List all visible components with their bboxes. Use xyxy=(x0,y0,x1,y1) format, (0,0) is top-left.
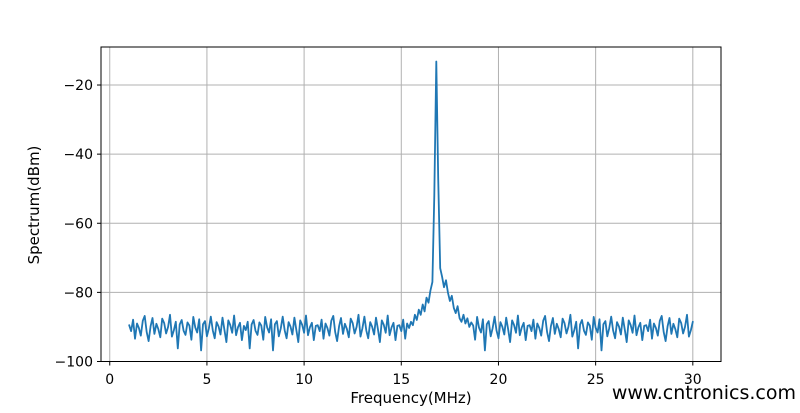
x-axis-label: Frequency(MHz) xyxy=(350,389,471,407)
x-tick-label: 20 xyxy=(490,372,508,388)
axes-box xyxy=(100,46,722,362)
spectrum-trace xyxy=(128,60,694,352)
y-tick-label: −100 xyxy=(55,355,93,371)
y-tick-label: −60 xyxy=(63,216,93,232)
x-tick-label: 25 xyxy=(587,372,605,388)
plot-area: 0 5 10 15 20 25 30 −100 −80 −60 −40 −20 xyxy=(55,46,722,388)
x-tick-label: 0 xyxy=(105,372,114,388)
x-tick-label: 15 xyxy=(392,372,410,388)
x-tick-label: 10 xyxy=(295,372,313,388)
x-tick-label: 30 xyxy=(684,372,702,388)
watermark: www.cntronics.com xyxy=(612,382,796,404)
y-tick-label: −20 xyxy=(63,78,93,94)
y-tick-label: −40 xyxy=(63,147,93,163)
x-tick-label: 5 xyxy=(202,372,211,388)
y-tick-label: −80 xyxy=(63,285,93,301)
y-axis-label: Spectrum(dBm) xyxy=(25,146,43,265)
